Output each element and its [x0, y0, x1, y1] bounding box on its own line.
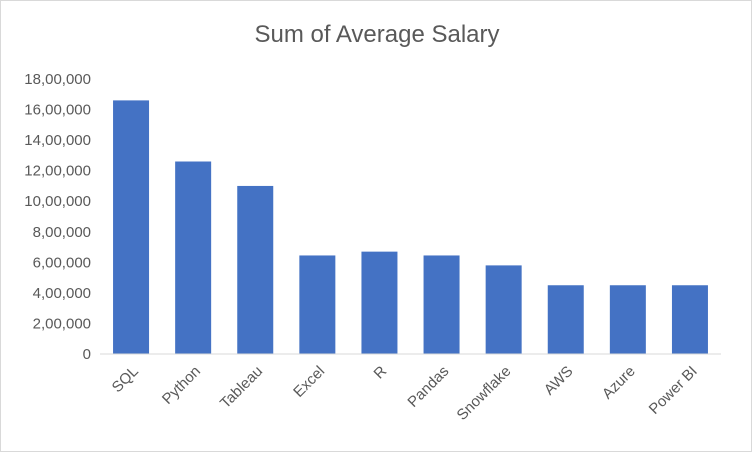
- bar: [175, 161, 212, 354]
- y-tick-label: 2,00,000: [33, 315, 91, 332]
- bar: [113, 100, 150, 354]
- x-tick-label: AWS: [541, 363, 577, 399]
- y-tick-label: 14,00,000: [24, 132, 91, 149]
- x-tick-label: Python: [159, 363, 204, 408]
- x-tick-label: Tableau: [217, 363, 266, 412]
- y-tick-label: 16,00,000: [24, 102, 91, 119]
- bar: [547, 285, 584, 354]
- y-tick-label: 8,00,000: [33, 224, 91, 241]
- y-tick-label: 10,00,000: [24, 193, 91, 210]
- bar: [423, 255, 460, 354]
- bar: [671, 285, 708, 354]
- x-tick-label: Power BI: [646, 363, 701, 418]
- y-tick-label: 4,00,000: [33, 285, 91, 302]
- bar: [609, 285, 646, 354]
- chart-title: Sum of Average Salary: [254, 21, 500, 48]
- x-tick-label: Snowflake: [454, 363, 515, 424]
- y-tick-label: 0: [83, 346, 91, 363]
- x-tick-label: Pandas: [404, 363, 452, 411]
- bar: [485, 265, 522, 354]
- y-tick-label: 6,00,000: [33, 254, 91, 271]
- x-tick-label: SQL: [109, 363, 142, 396]
- y-tick-label: 12,00,000: [24, 163, 91, 180]
- x-tick-label: Excel: [290, 363, 328, 401]
- y-tick-label: 18,00,000: [24, 71, 91, 88]
- bar: [299, 255, 336, 354]
- x-tick-label: R: [371, 363, 391, 383]
- bar: [237, 185, 274, 354]
- bar: [361, 251, 398, 354]
- x-tick-label: Azure: [599, 363, 639, 403]
